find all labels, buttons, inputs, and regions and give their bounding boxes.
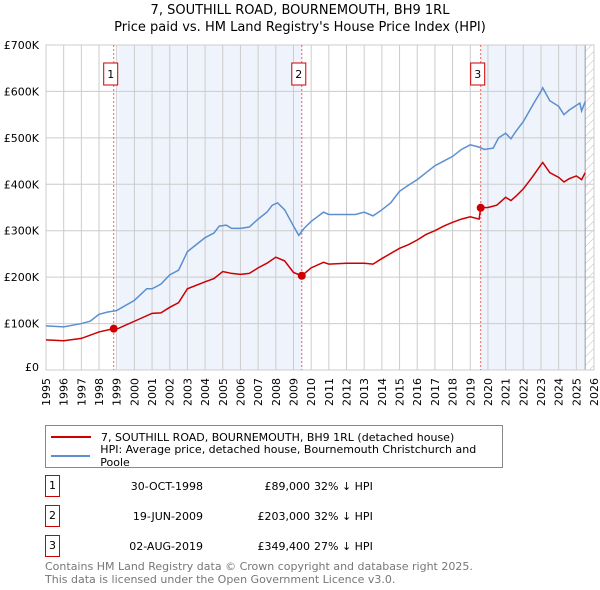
x-tick-label: 2008 — [270, 378, 283, 406]
sale-hpi-diff: 32% ↓ HPI — [314, 480, 373, 493]
price-chart: 1995 1996 1997 1998 1999 2000 2001 2002 2003 2004… — [4, 39, 600, 406]
legend-item-property: 7, SOUTHILL ROAD, BOURNEMOUTH, BH9 1RL (… — [51, 428, 454, 446]
x-tick-label: 2011 — [323, 378, 336, 406]
x-tick-label: 2014 — [376, 378, 389, 406]
x-tick-label: 2018 — [447, 378, 460, 406]
y-tick-label: £600K — [4, 85, 40, 98]
x-tick-label: 2006 — [234, 378, 247, 406]
series-line — [45, 86, 586, 328]
x-tick-label: 2023 — [535, 378, 548, 406]
x-tick-label: 2024 — [553, 378, 566, 406]
series-line — [45, 161, 586, 342]
sale-marker-badge: 3 — [45, 535, 60, 557]
sale-price: £89,000 — [264, 480, 311, 493]
forecast-hatch — [585, 45, 594, 370]
sale-marker-label: 2 — [295, 68, 302, 81]
x-tick-label: 2003 — [181, 378, 194, 406]
x-tick-label: 2022 — [517, 378, 530, 406]
sale-marker-badge — [291, 62, 307, 86]
sale-marker-badge — [470, 62, 486, 86]
sale-point — [476, 203, 485, 212]
sale-row: 2 19-JUN-2009 £203,000 32% ↓ HPI — [45, 505, 445, 527]
x-tick-label: 2015 — [394, 378, 407, 406]
sale-hpi-diff: 27% ↓ HPI — [314, 540, 373, 553]
x-tick-label: 1995 — [40, 378, 53, 406]
legend-item-hpi: HPI: Average price, detached house, Bour… — [51, 443, 502, 469]
chart-title: 7, SOUTHILL ROAD, BOURNEMOUTH, BH9 1RL — [150, 3, 450, 18]
x-tick-label: 1996 — [58, 378, 71, 406]
plot-frame — [45, 44, 595, 371]
x-tick-label: 2002 — [164, 378, 177, 406]
x-tick-label: 2004 — [199, 378, 212, 406]
y-tick-label: £100K — [4, 318, 40, 331]
y-tick-label: £0 — [25, 361, 39, 374]
sale-marker-label: 3 — [474, 68, 481, 81]
sale-row: 3 02-AUG-2019 £349,400 27% ↓ HPI — [45, 535, 445, 557]
sale-row: 1 30-OCT-1998 £89,000 32% ↓ HPI — [45, 475, 445, 497]
sale-marker-badge — [103, 62, 119, 86]
sale-price: £203,000 — [257, 510, 311, 523]
x-tick-label: 2026 — [588, 378, 600, 406]
x-tick-label: 2013 — [358, 378, 371, 406]
x-tick-label: 1997 — [75, 378, 88, 406]
legend-label: HPI: Average price, detached house, Bour… — [100, 443, 477, 469]
x-tick-label: 2007 — [252, 378, 265, 406]
y-tick-label: £500K — [4, 132, 40, 145]
legend-swatch-red — [51, 436, 91, 438]
x-tick-label: 2001 — [146, 378, 159, 406]
x-tick-label: 1999 — [111, 378, 124, 406]
sale-marker-label: 1 — [107, 68, 114, 81]
x-tick-label: 2021 — [500, 378, 513, 406]
legend-label: 7, SOUTHILL ROAD, BOURNEMOUTH, BH9 1RL (… — [101, 430, 455, 444]
sale-date: 02-AUG-2019 — [129, 540, 203, 553]
sale-point — [297, 271, 306, 280]
sale-date: 19-JUN-2009 — [132, 510, 203, 523]
x-tick-label: 2009 — [287, 378, 300, 406]
legend: 7, SOUTHILL ROAD, BOURNEMOUTH, BH9 1RL (… — [45, 425, 503, 469]
shaded-period — [480, 45, 586, 370]
x-tick-label: 2016 — [411, 378, 424, 406]
sale-marker-badge: 2 — [45, 505, 60, 527]
x-tick-label: 2005 — [217, 378, 230, 406]
sale-point — [109, 324, 118, 333]
legend-swatch-blue — [51, 455, 91, 457]
y-tick-label: £300K — [4, 225, 40, 238]
sale-marker-badge: 1 — [45, 475, 60, 497]
x-tick-label: 2012 — [341, 378, 354, 406]
y-tick-label: £700K — [4, 39, 40, 52]
shaded-period — [118, 45, 303, 370]
y-tick-label: £400K — [4, 178, 40, 191]
footer-licence: This data is licensed under the Open Gov… — [45, 573, 396, 586]
x-tick-label: 1998 — [93, 378, 106, 406]
x-tick-label: 2025 — [570, 378, 583, 406]
chart-subtitle: Price paid vs. HM Land Registry's House … — [114, 20, 486, 35]
x-tick-label: 2017 — [429, 378, 442, 406]
x-tick-label: 2010 — [305, 378, 318, 406]
x-tick-label: 2019 — [464, 378, 477, 406]
x-tick-label: 2000 — [128, 378, 141, 406]
sale-hpi-diff: 32% ↓ HPI — [314, 510, 373, 523]
x-tick-label: 2020 — [482, 378, 495, 406]
sale-price: £349,400 — [257, 540, 311, 553]
footer-copyright: Contains HM Land Registry data © Crown c… — [45, 560, 473, 573]
sale-date: 30-OCT-1998 — [130, 480, 203, 493]
y-tick-label: £200K — [4, 271, 40, 284]
